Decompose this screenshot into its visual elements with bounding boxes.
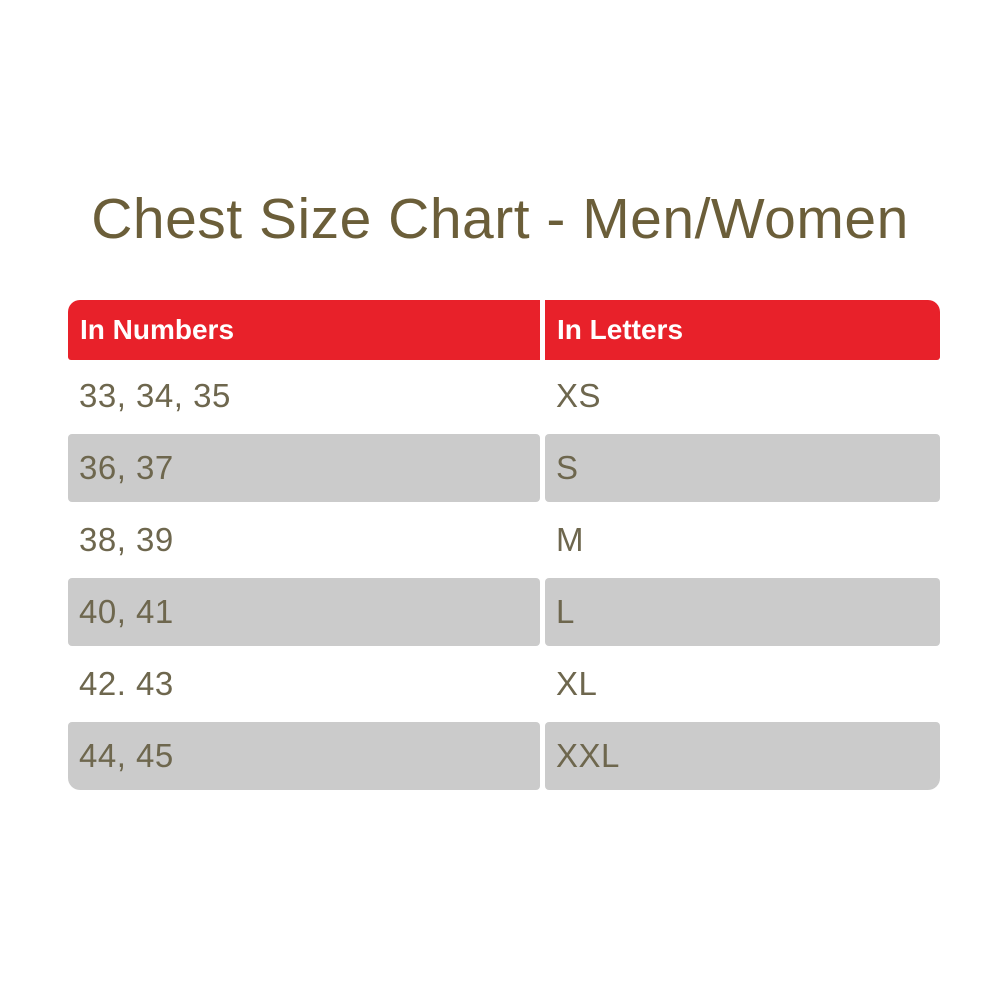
cell-letters: L [545, 578, 940, 646]
cell-letters: M [556, 521, 584, 558]
cell-letters: XXL [545, 722, 940, 790]
cell-letters: S [545, 434, 940, 502]
table-header-row: In Numbers In Letters [68, 300, 940, 360]
column-header-in-letters: In Letters [545, 300, 940, 360]
cell-numbers: 36, 37 [68, 434, 540, 502]
cell-numbers: 44, 45 [68, 722, 540, 790]
table-row: 36, 37 S [68, 432, 940, 504]
chart-title: Chest Size Chart - Men/Women [91, 187, 909, 251]
size-chart-table: In Numbers In Letters 33, 34, 35 XS 36, … [68, 300, 940, 792]
column-header-in-numbers: In Numbers [68, 300, 540, 360]
cell-letters: XS [556, 377, 602, 414]
cell-numbers: 42. 43 [79, 665, 174, 702]
cell-letters: XL [556, 665, 598, 702]
cell-numbers: 33, 34, 35 [79, 377, 231, 414]
cell-numbers: 40, 41 [68, 578, 540, 646]
table-row: 38, 39 M [68, 504, 940, 576]
table-row: 44, 45 XXL [68, 720, 940, 792]
table-row: 33, 34, 35 XS [68, 360, 940, 432]
cell-numbers: 38, 39 [79, 521, 174, 558]
table-row: 40, 41 L [68, 576, 940, 648]
table-row: 42. 43 XL [68, 648, 940, 720]
